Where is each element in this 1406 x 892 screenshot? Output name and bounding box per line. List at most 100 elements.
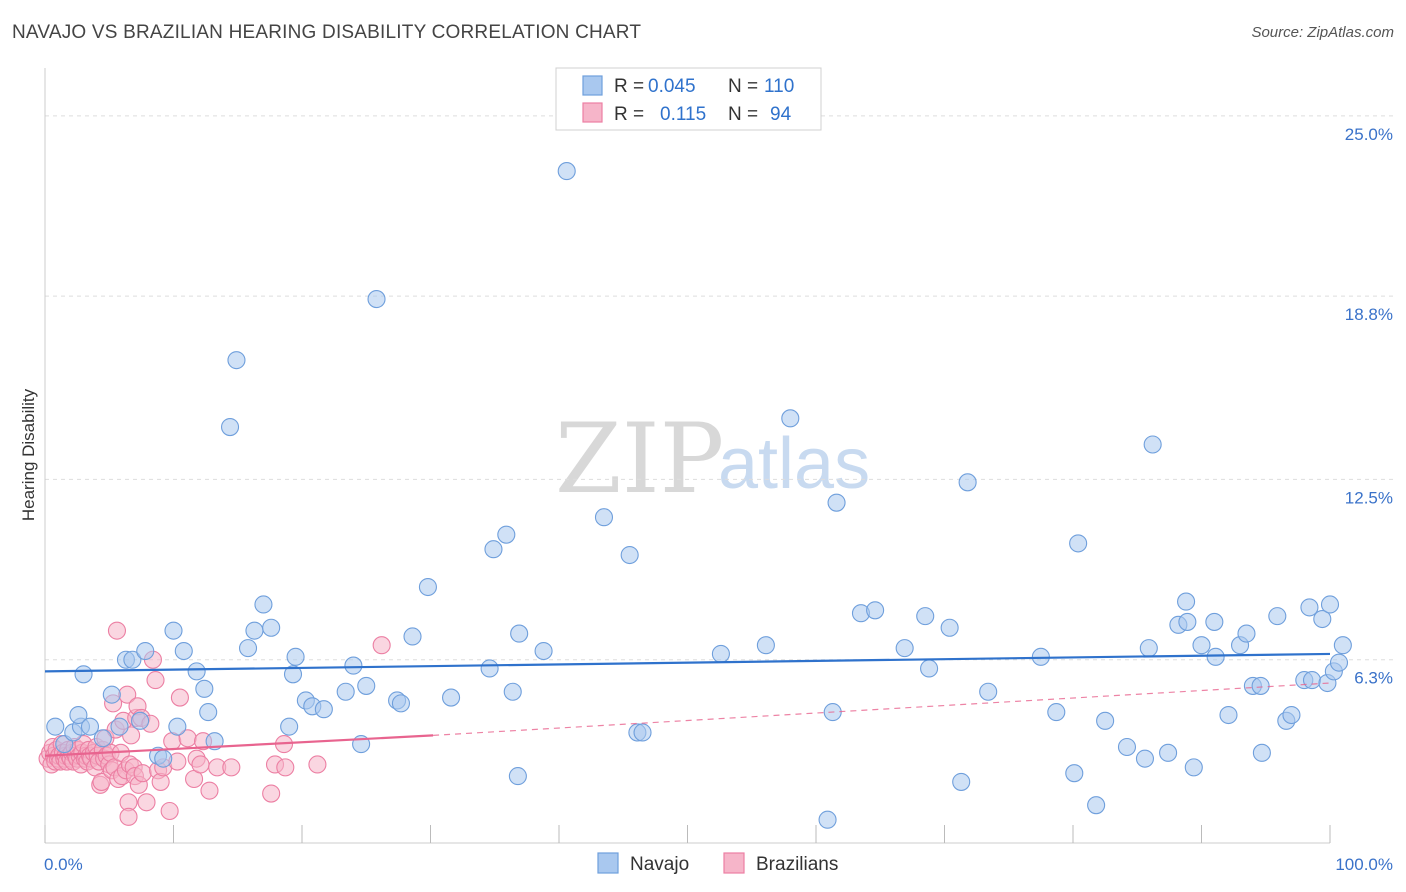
navajo-point xyxy=(979,682,998,701)
brazilians-r-label: R = xyxy=(614,104,644,125)
navajo-point xyxy=(187,662,206,681)
y-tick-label: 18.8% xyxy=(1345,305,1393,324)
navajo-point xyxy=(442,688,461,707)
brazilians-point xyxy=(133,764,152,783)
legend-brazilians-swatch xyxy=(723,852,745,874)
y-tick-label: 6.3% xyxy=(1354,669,1393,688)
navajo-point xyxy=(314,700,333,719)
legend-navajo-swatch xyxy=(597,852,619,874)
brazilians-point xyxy=(137,793,156,812)
series-navajo-points xyxy=(46,162,1352,829)
navajo-point xyxy=(46,717,65,736)
legend-brazilians-label: Brazilians xyxy=(756,854,838,875)
brazilians-trendline-extension xyxy=(433,682,1331,736)
y-tick-labels: 6.3% 12.5% 18.8% 25.0% xyxy=(1345,125,1393,688)
x-tick-label: 100.0% xyxy=(1335,855,1393,874)
navajo-point xyxy=(69,705,88,725)
navajo-point xyxy=(1268,607,1287,626)
navajo-point xyxy=(1192,636,1211,655)
brazilians-point xyxy=(262,784,281,803)
navajo-point xyxy=(1282,705,1301,725)
navajo-point xyxy=(164,621,183,640)
brazilians-point xyxy=(119,807,138,826)
navajo-point xyxy=(391,694,410,713)
navajo-point xyxy=(238,639,258,658)
navajo-point xyxy=(283,665,303,684)
navajo-n-label: N = xyxy=(728,76,758,97)
navajo-point xyxy=(1206,647,1225,666)
axes xyxy=(44,68,1331,844)
brazilians-point xyxy=(372,636,391,655)
brazilians-point xyxy=(170,688,189,707)
navajo-point xyxy=(484,540,503,559)
navajo-point xyxy=(1219,705,1238,725)
brazilians-n-label: N = xyxy=(728,104,758,125)
navajo-point xyxy=(633,723,652,742)
navajo-point xyxy=(286,647,305,666)
navajo-point xyxy=(1313,609,1332,629)
brazilians-point xyxy=(107,621,127,640)
navajo-point xyxy=(920,659,939,678)
navajo-point xyxy=(1177,592,1196,611)
navajo-point xyxy=(110,717,129,736)
navajo-point xyxy=(1251,676,1270,695)
navajo-point xyxy=(1159,743,1178,762)
brazilians-n-value: 94 xyxy=(770,104,792,125)
navajo-point xyxy=(958,473,977,492)
navajo-point xyxy=(1065,764,1084,783)
navajo-point xyxy=(1096,711,1115,730)
chart-source: Source: ZipAtlas.com xyxy=(1251,24,1394,41)
navajo-point xyxy=(818,810,837,829)
brazilians-point xyxy=(160,801,179,821)
brazilians-trendline xyxy=(44,734,434,757)
navajo-point xyxy=(508,767,527,786)
navajo-point xyxy=(594,508,614,527)
navajo-point xyxy=(534,641,553,661)
y-tick-label: 12.5% xyxy=(1345,488,1393,507)
navajo-point xyxy=(1139,639,1158,658)
navajo-point xyxy=(1333,636,1352,655)
navajo-point xyxy=(220,417,240,437)
brazilians-point xyxy=(200,781,219,800)
brazilians-point xyxy=(308,755,327,774)
brazilians-point xyxy=(222,758,241,777)
navajo-point xyxy=(367,290,386,309)
navajo-point xyxy=(154,749,173,768)
navajo-point xyxy=(1087,796,1106,815)
navajo-point xyxy=(1252,743,1271,762)
navajo-point xyxy=(1069,534,1088,553)
navajo-point xyxy=(497,525,516,544)
navajo-stats-swatch xyxy=(582,75,603,96)
navajo-r-label: R = xyxy=(614,76,644,97)
y-axis-title: Hearing Disability xyxy=(19,388,38,521)
navajo-point xyxy=(781,409,800,428)
watermark-atlas: atlas xyxy=(718,424,870,504)
navajo-point xyxy=(205,732,224,751)
navajo-point xyxy=(503,682,522,701)
navajo-point xyxy=(403,627,422,646)
navajo-point xyxy=(1178,612,1197,631)
brazilians-point xyxy=(276,758,295,777)
chart-title: NAVAJO VS BRAZILIAN HEARING DISABILITY C… xyxy=(12,22,642,43)
navajo-n-value: 110 xyxy=(764,76,794,97)
navajo-point xyxy=(262,618,281,637)
navajo-point xyxy=(254,595,273,614)
series-legend: Navajo Brazilians xyxy=(597,852,838,875)
legend-navajo-label: Navajo xyxy=(630,854,689,875)
navajo-point xyxy=(418,577,437,597)
navajo-point xyxy=(336,682,355,701)
navajo-point xyxy=(916,607,935,626)
navajo-point xyxy=(1184,758,1203,777)
navajo-point xyxy=(102,685,121,704)
trendlines xyxy=(44,652,1331,757)
navajo-point xyxy=(93,729,112,748)
navajo-trendline xyxy=(44,652,1331,673)
brazilians-r-value: 0.115 xyxy=(660,104,706,125)
x-tick-label: 0.0% xyxy=(44,855,83,874)
navajo-r-value: 0.045 xyxy=(648,76,696,97)
brazilians-stats-swatch xyxy=(582,102,603,123)
navajo-point xyxy=(1205,612,1224,631)
stats-legend: R = 0.045 N = 110 R = 0.115 N = 94 xyxy=(555,67,822,131)
navajo-point xyxy=(1237,624,1256,643)
